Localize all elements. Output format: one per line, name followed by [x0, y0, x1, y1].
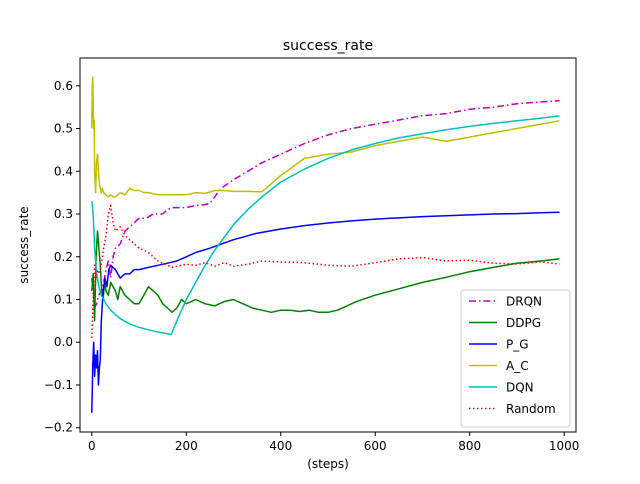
- x-tick-label: 400: [269, 439, 292, 453]
- y-axis-label: success_rate: [17, 206, 31, 283]
- y-axis-ticks: −0.2 −0.1 0.0 0.1 0.2 0.3 0.4 0.5 0.6: [44, 79, 80, 435]
- series-line-drqn: [91, 99, 560, 309]
- series-line-ddpg: [91, 230, 560, 322]
- plot-frame: [79, 57, 577, 433]
- legend: DRQN DDPG P_G A_C DQN Random: [460, 289, 571, 428]
- x-tick-label: 200: [175, 439, 198, 453]
- legend-label: Random: [506, 402, 556, 416]
- series-line-p-g: [91, 211, 560, 413]
- x-tick-label: 1000: [549, 439, 580, 453]
- series-line-random: [91, 204, 560, 339]
- y-tick-label: −0.1: [44, 378, 73, 392]
- y-tick-label: 0.5: [54, 122, 73, 136]
- series-line-a-c: [91, 76, 560, 198]
- y-tick-label: 0.1: [54, 292, 73, 306]
- y-tick-label: 0.6: [54, 79, 73, 93]
- legend-label: DDPG: [506, 316, 541, 330]
- y-tick-label: 0.2: [54, 250, 73, 264]
- x-axis-ticks: 0 200 400 600 800 1000: [88, 432, 579, 453]
- x-tick-label: 600: [364, 439, 387, 453]
- y-tick-label: 0.0: [54, 335, 73, 349]
- plot-series: [91, 76, 560, 413]
- chart-title: success_rate: [283, 38, 373, 54]
- x-tick-label: 0: [88, 439, 96, 453]
- y-tick-label: −0.2: [44, 421, 73, 435]
- series-line-dqn: [91, 114, 560, 336]
- x-axis-label: (steps): [307, 457, 349, 471]
- legend-label: DQN: [506, 381, 534, 395]
- legend-label: P_G: [506, 338, 529, 352]
- legend-box: [460, 289, 571, 428]
- y-tick-label: 0.3: [54, 207, 73, 221]
- legend-label: A_C: [506, 359, 529, 373]
- legend-label: DRQN: [506, 295, 542, 309]
- y-tick-label: 0.4: [54, 164, 73, 178]
- x-tick-label: 800: [458, 439, 481, 453]
